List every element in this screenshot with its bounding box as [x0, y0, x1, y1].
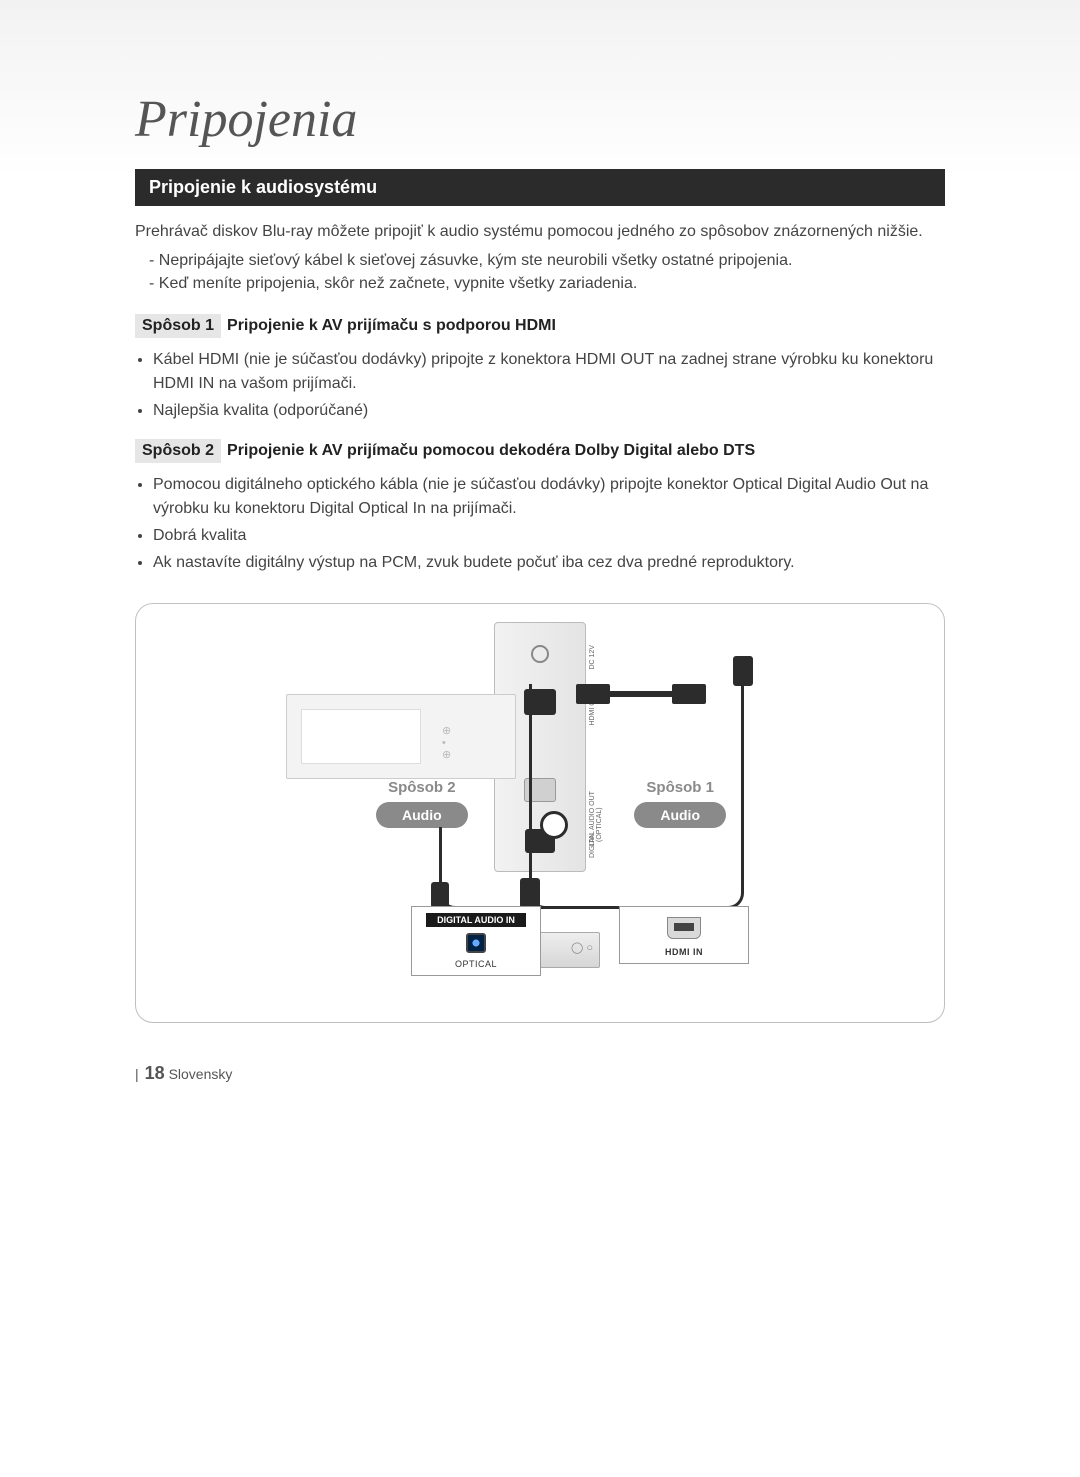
method2-column: Spôsob 2 Audio	[376, 779, 468, 828]
tv-screen-icon	[301, 709, 421, 764]
optical-input-box: DIGITAL AUDIO IN OPTICAL	[411, 906, 541, 976]
warning-item: Keď meníte pripojenia, skôr než začnete,…	[149, 272, 945, 295]
warning-item: Nepripájajte sieťový kábel k sieťovej zá…	[149, 249, 945, 272]
page-footer: | 18 Slovensky	[60, 1023, 1020, 1084]
bullet-item: Kábel HDMI (nie je súčasťou dodávky) pri…	[153, 348, 945, 396]
method2-diagram-label: Spôsob 2	[376, 779, 468, 796]
method1-title: Pripojenie k AV prijímaču s podporou HDM…	[227, 317, 556, 334]
footer-divider-icon: |	[135, 1066, 139, 1082]
tv-device-icon: ⊕•⊕	[286, 694, 516, 779]
hdmi-jack-icon	[667, 917, 701, 939]
tv-controls-icon: ⊕•⊕	[442, 725, 451, 761]
receiver-knobs-icon: ◯ ○	[571, 941, 593, 954]
dc-label: DC 12V	[589, 645, 611, 670]
section-heading: Pripojenie k audiosystému	[135, 169, 945, 206]
footer-language: Slovensky	[169, 1066, 233, 1082]
bullet-item: Pomocou digitálneho optického kábla (nie…	[153, 473, 945, 521]
hdmi-in-label: HDMI IN	[634, 947, 734, 957]
digital-audio-in-label: DIGITAL AUDIO IN	[426, 913, 526, 927]
connection-diagram: DC 12V HDMI OUT DIGITAL AUDIO OUT (OPTIC…	[135, 603, 945, 1023]
chapter-title: Pripojenia	[135, 90, 1020, 149]
bullet-item: Dobrá kvalita	[153, 524, 945, 548]
method2-bullets: Pomocou digitálneho optického kábla (nie…	[135, 473, 945, 575]
page-number: 18	[145, 1063, 165, 1083]
optical-cable-icon	[439, 827, 554, 909]
dc-port-icon	[531, 645, 549, 663]
bullet-item: Najlepšia kvalita (odporúčané)	[153, 399, 945, 423]
hdmi-receiver-cable-icon	[529, 684, 744, 909]
method1-header: Spôsob 1 Pripojenie k AV prijímaču s podp…	[135, 314, 945, 338]
method1-bullets: Kábel HDMI (nie je súčasťou dodávky) pri…	[135, 348, 945, 423]
method2-title: Pripojenie k AV prijímaču pomocou dekodé…	[227, 442, 755, 459]
method2-header: Spôsob 2 Pripojenie k AV prijímaču pomoco…	[135, 439, 945, 463]
method2-tag: Spôsob 2	[135, 439, 221, 463]
bullet-item: Ak nastavíte digitálny výstup na PCM, zv…	[153, 551, 945, 575]
warnings-list: Nepripájajte sieťový kábel k sieťovej zá…	[135, 249, 945, 295]
method1-tag: Spôsob 1	[135, 314, 221, 338]
optical-jack-icon	[466, 933, 486, 953]
intro-paragraph: Prehrávač diskov Blu-ray môžete pripojiť…	[135, 220, 945, 243]
optical-label: OPTICAL	[426, 959, 526, 969]
audio-badge: Audio	[376, 802, 468, 828]
hdmi-input-box: HDMI IN	[619, 906, 749, 964]
